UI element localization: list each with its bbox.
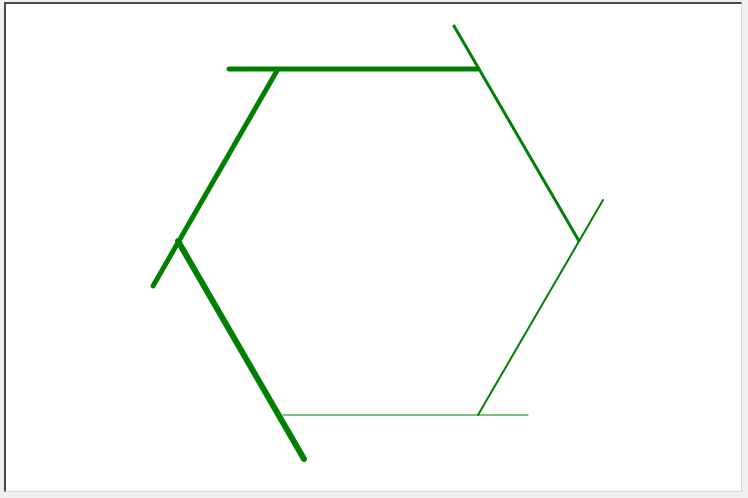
- hexagon-lower-left-edge: [175, 238, 307, 462]
- drawing-canvas: [4, 2, 742, 492]
- hexagon-lower-right-edge: [477, 199, 604, 416]
- hexagon-upper-right-edge: [452, 24, 581, 243]
- hexagon-upper-left-edge: [150, 66, 281, 289]
